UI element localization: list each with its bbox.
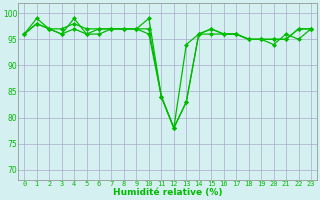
X-axis label: Humidité relative (%): Humidité relative (%): [113, 188, 222, 197]
